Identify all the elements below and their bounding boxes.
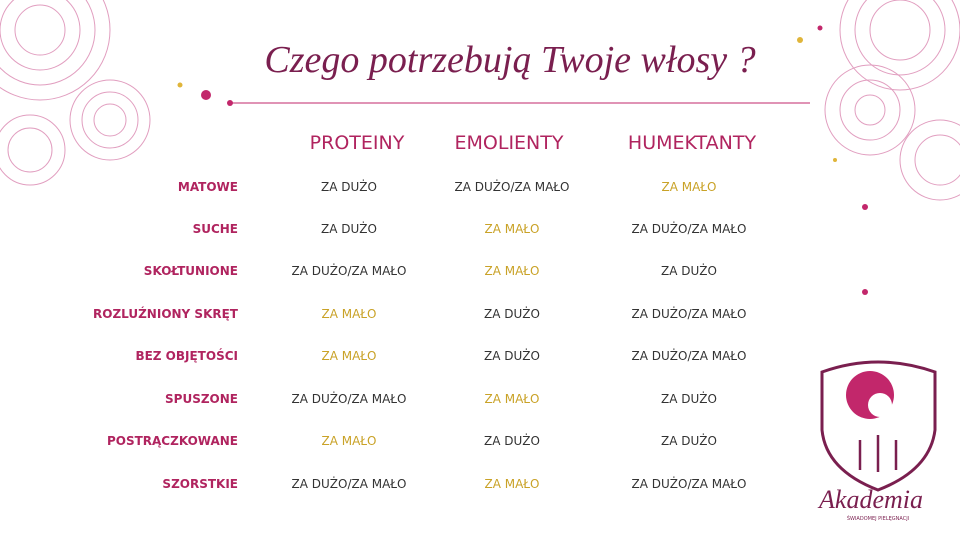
logo-subtitle: ŚWIADOMEJ PIELĘGNACJI	[846, 516, 910, 522]
row-label: SZORSTKIE	[162, 477, 238, 491]
column-header: HUMEKTANTY	[627, 132, 757, 154]
cell: ZA DUŻO	[661, 434, 717, 448]
cell: ZA DUŻO/ZA MAŁO	[631, 477, 747, 491]
row-label: MATOWE	[177, 180, 238, 194]
row-label: SUCHE	[192, 222, 238, 236]
cell: ZA DUŻO/ZA MAŁO	[631, 222, 747, 236]
cell: ZA MAŁO	[484, 477, 540, 491]
title: Czego potrzebują Twoje włosy ?	[264, 39, 756, 81]
cell: ZA DUŻO	[321, 222, 377, 236]
row-label: ROZLUŹNIONY SKRĘT	[93, 307, 238, 321]
cell: ZA DUŻO/ZA MAŁO	[291, 477, 407, 491]
cell: ZA MAŁO	[321, 434, 377, 448]
row-label: BEZ OBJĘTOŚCI	[135, 349, 238, 363]
cell: ZA DUŻO/ZA MAŁO	[454, 180, 570, 194]
cell: ZA DUŻO/ZA MAŁO	[291, 264, 407, 278]
row-label: POSTRĄCZKOWANE	[106, 434, 238, 448]
cell: ZA DUŻO	[484, 434, 540, 448]
cell: ZA MAŁO	[484, 264, 540, 278]
column-header: EMOLIENTY	[454, 132, 564, 154]
cell: ZA DUŻO	[661, 392, 717, 406]
cell: ZA DUŻO/ZA MAŁO	[291, 392, 407, 406]
cell: ZA DUŻO	[321, 180, 377, 194]
cell: ZA DUŻO/ZA MAŁO	[631, 307, 747, 321]
row-label: SPUSZONE	[165, 392, 238, 406]
cell: ZA MAŁO	[484, 222, 540, 236]
cell: ZA MAŁO	[321, 349, 377, 363]
cell: ZA MAŁO	[484, 392, 540, 406]
cell: ZA DUŻO	[484, 349, 540, 363]
logo-title: Akademia	[819, 485, 923, 514]
cell: ZA DUŻO	[484, 307, 540, 321]
cell: ZA MAŁO	[321, 307, 377, 321]
column-header: PROTEINY	[309, 132, 405, 154]
cell: ZA DUŻO/ZA MAŁO	[631, 349, 747, 363]
cell: ZA DUŻO	[661, 264, 717, 278]
row-label: SKOŁTUNIONE	[143, 264, 238, 278]
cell: ZA MAŁO	[661, 180, 717, 194]
